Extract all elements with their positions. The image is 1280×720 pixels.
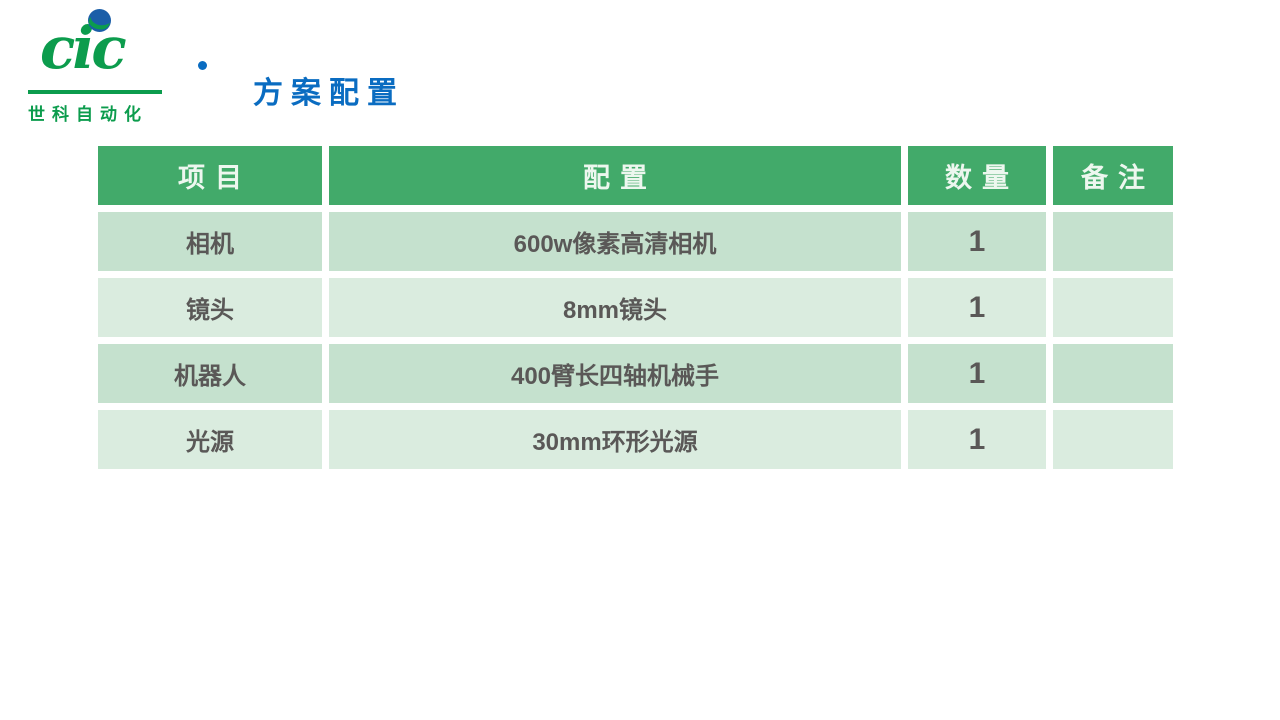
header-cell-qty: 数量 — [908, 146, 1046, 205]
cell-config: 8mm镜头 — [329, 278, 901, 337]
cell-note — [1053, 278, 1173, 337]
header-cell-note: 备注 — [1053, 146, 1173, 205]
cell-config: 600w像素高清相机 — [329, 212, 901, 271]
cell-item: 机器人 — [98, 344, 322, 403]
cell-note — [1053, 410, 1173, 469]
cell-note — [1053, 212, 1173, 271]
cell-qty: 1 — [908, 212, 1046, 271]
page-title: 方案配置 — [253, 77, 405, 111]
cell-qty: 1 — [908, 410, 1046, 469]
logo-wordmark: cic — [28, 9, 164, 86]
cell-note — [1053, 344, 1173, 403]
cell-item: 相机 — [98, 212, 322, 271]
globe-dot-icon — [88, 9, 111, 32]
cell-qty: 1 — [908, 344, 1046, 403]
bullet-icon — [198, 61, 207, 70]
logo-text: cic — [40, 14, 127, 82]
cell-config: 400臂长四轴机械手 — [329, 344, 901, 403]
cell-config: 30mm环形光源 — [329, 410, 901, 469]
company-logo: cic 世科自动化 — [28, 9, 164, 125]
header-cell-config: 配置 — [329, 146, 901, 205]
logo-underline — [28, 90, 162, 94]
header-cell-item: 项目 — [98, 146, 322, 205]
cell-qty: 1 — [908, 278, 1046, 337]
cell-item: 光源 — [98, 410, 322, 469]
logo-subtext: 世科自动化 — [28, 105, 148, 124]
cell-item: 镜头 — [98, 278, 322, 337]
config-table: 项目 配置 数量 备注 相机 600w像素高清相机 1 镜头 8mm镜头 1 机… — [98, 146, 1173, 469]
